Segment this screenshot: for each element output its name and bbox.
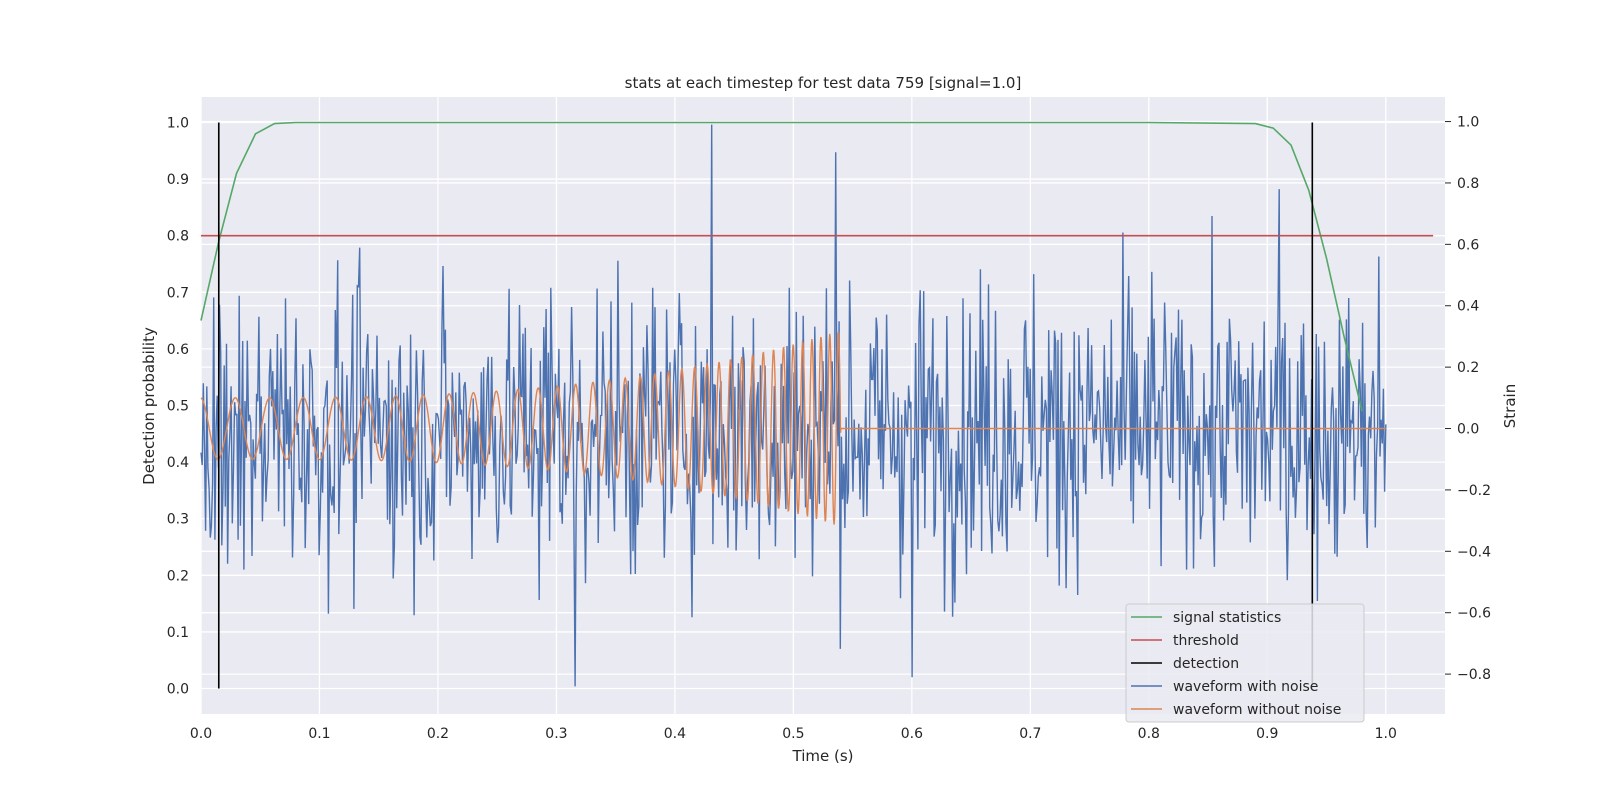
y-right-tick-label: 0.6 [1457, 237, 1479, 253]
chart-title: stats at each timestep for test data 759… [625, 74, 1022, 92]
series-waveform-with-noise [200, 124, 1387, 687]
x-tick-label: 0.9 [1256, 726, 1278, 742]
y-left-tick-label: 0.0 [167, 682, 189, 698]
y-right-tick-label: 0.0 [1457, 422, 1479, 438]
y-left-tick-label: 0.1 [167, 625, 189, 641]
x-tick-label: 0.6 [901, 726, 923, 742]
legend-label-signal-statistics: signal statistics [1173, 610, 1281, 626]
x-tick-label: 0.4 [664, 726, 686, 742]
y-left-tick-label: 0.5 [167, 399, 189, 415]
y-right-tick-label: −0.8 [1457, 667, 1491, 683]
x-tick-label: 0.8 [1138, 726, 1160, 742]
x-tick-label: 0.3 [545, 726, 567, 742]
y-right-tick-label: 0.2 [1457, 360, 1479, 376]
legend-label-waveform-without-noise: waveform without noise [1173, 702, 1341, 718]
legend-box [1125, 603, 1365, 723]
y-left-tick-label: 0.8 [167, 229, 189, 245]
series-waveform-without-noise [200, 331, 1386, 525]
series-layer [200, 121, 1434, 689]
y-right-tick-label: 0.4 [1457, 299, 1479, 315]
y-left-tick-label: 0.3 [167, 512, 189, 528]
x-tick-label: 1.0 [1375, 726, 1397, 742]
y-left-tick-label: 0.9 [167, 172, 189, 188]
y-left-tick-label: 1.0 [167, 115, 189, 131]
x-tick-label: 0.5 [782, 726, 804, 742]
y-axis-left-label: Detection probability [140, 327, 158, 485]
y-right-tick-label: −0.4 [1457, 544, 1491, 560]
y-right-tick-label: −0.2 [1457, 483, 1491, 499]
legend-label-detection: detection [1173, 656, 1239, 672]
y-axis-right-label: Strain [1501, 384, 1519, 428]
legend: signal statistics threshold detection wa… [1125, 603, 1365, 723]
axes-layer: 0.0 0.1 0.2 0.3 0.4 0.5 0.6 0.7 0.8 0.9 1.0 0.0 0.1 0… [167, 115, 1491, 742]
x-tick-label: 0.1 [308, 726, 330, 742]
y-right-tick-label: 0.8 [1457, 176, 1479, 192]
x-tick-label: 0.7 [1019, 726, 1041, 742]
x-tick-label: 0.0 [190, 726, 212, 742]
y-left-tick-label: 0.4 [167, 455, 189, 471]
y-right-tick-label: 1.0 [1457, 115, 1479, 131]
y-left-tick-label: 0.2 [167, 568, 189, 584]
legend-label-threshold: threshold [1173, 633, 1239, 649]
y-right-tick-label: −0.6 [1457, 606, 1491, 622]
y-left-tick-label: 0.7 [167, 285, 189, 301]
legend-label-waveform-with-noise: waveform with noise [1173, 679, 1318, 695]
x-tick-label: 0.2 [427, 726, 449, 742]
series-signal-statistics [200, 121, 1363, 412]
y-left-tick-label: 0.6 [167, 342, 189, 358]
x-axis-label: Time (s) [792, 747, 854, 765]
